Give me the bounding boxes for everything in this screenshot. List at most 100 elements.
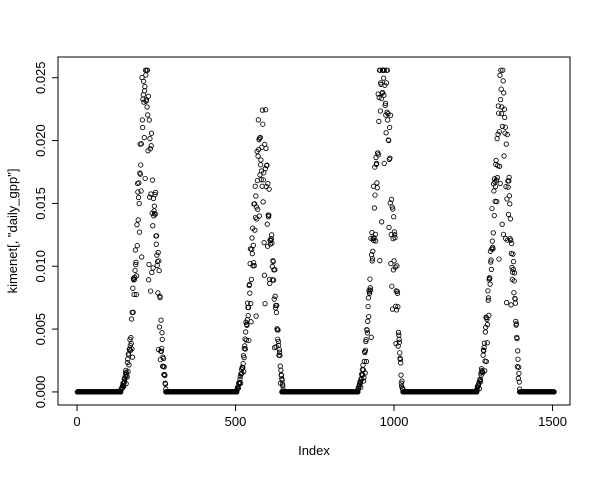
data-point	[278, 372, 285, 379]
data-point	[274, 302, 280, 309]
data-point	[387, 112, 394, 118]
data-point	[131, 291, 137, 298]
data-point	[399, 378, 405, 384]
data-point	[374, 180, 380, 186]
data-point	[381, 92, 387, 98]
data-point	[131, 276, 138, 282]
data-point	[144, 104, 150, 110]
y-tick-label: 0.005	[33, 313, 48, 346]
data-point	[248, 319, 254, 325]
data-point	[247, 290, 253, 296]
data-point	[363, 336, 369, 343]
data-point	[392, 234, 398, 241]
data-point	[128, 340, 134, 347]
data-point	[487, 275, 493, 282]
data-point	[142, 84, 148, 90]
data-point	[501, 153, 507, 159]
data-point	[258, 176, 264, 183]
data-point	[515, 375, 521, 382]
data-point	[516, 364, 522, 370]
data-point	[502, 124, 508, 130]
data-point	[393, 307, 400, 313]
data-point	[395, 304, 401, 310]
data-point	[364, 330, 371, 336]
data-point	[136, 180, 142, 186]
data-point	[509, 240, 515, 247]
data-point	[515, 348, 521, 354]
data-point	[382, 102, 388, 108]
data-point	[387, 155, 393, 161]
points-layer	[74, 67, 557, 395]
data-point	[390, 206, 396, 212]
data-point	[364, 327, 370, 333]
data-point	[483, 358, 489, 365]
data-point	[386, 124, 393, 131]
data-point	[243, 329, 249, 335]
data-point	[140, 78, 147, 84]
data-point	[370, 248, 376, 254]
data-point	[482, 329, 488, 335]
data-point	[493, 157, 499, 164]
data-point	[388, 231, 394, 238]
data-point	[156, 324, 163, 330]
data-point	[241, 369, 247, 375]
data-point	[499, 123, 506, 129]
data-point	[135, 194, 142, 201]
data-point	[258, 157, 264, 163]
data-point	[145, 112, 151, 118]
data-point	[363, 358, 370, 365]
data-point	[273, 309, 280, 316]
data-point	[485, 297, 491, 303]
data-point	[399, 383, 405, 389]
data-point	[506, 174, 512, 181]
data-point	[378, 95, 384, 102]
data-point	[358, 384, 364, 390]
data-point	[140, 124, 146, 131]
data-point	[126, 362, 132, 368]
data-point	[396, 336, 402, 342]
data-point	[514, 336, 520, 342]
data-point	[362, 347, 369, 353]
data-point	[264, 162, 270, 168]
data-point	[511, 290, 517, 296]
data-point	[159, 345, 165, 351]
data-point	[494, 198, 500, 205]
data-point	[142, 175, 148, 182]
data-point	[480, 352, 486, 358]
data-point	[512, 300, 519, 306]
data-point	[398, 360, 404, 366]
data-point	[147, 288, 154, 294]
data-point	[362, 349, 368, 356]
data-point	[367, 276, 373, 282]
data-point	[145, 93, 151, 99]
data-point	[264, 221, 270, 227]
plot-frame	[57, 56, 571, 406]
data-point	[382, 100, 389, 106]
data-point	[516, 370, 522, 376]
x-axis-title: Index	[298, 443, 330, 458]
data-point	[498, 111, 505, 117]
data-point	[492, 183, 499, 190]
data-point	[369, 256, 376, 262]
data-point	[138, 188, 144, 194]
data-point	[271, 296, 277, 302]
data-point	[376, 118, 382, 125]
data-point	[371, 235, 377, 241]
data-point	[391, 229, 397, 235]
data-point	[486, 312, 492, 318]
data-point	[496, 110, 502, 116]
data-point	[383, 130, 389, 136]
data-point	[251, 263, 257, 269]
data-point	[511, 270, 518, 276]
data-point	[371, 205, 378, 211]
data-point	[260, 199, 266, 205]
data-point	[256, 213, 262, 219]
data-point	[386, 224, 392, 231]
data-point	[497, 72, 503, 78]
data-point	[377, 258, 383, 264]
data-point	[383, 80, 390, 86]
data-point	[365, 295, 371, 301]
data-point	[384, 67, 391, 73]
data-point	[150, 223, 156, 229]
x-tick-label: 500	[225, 414, 247, 429]
